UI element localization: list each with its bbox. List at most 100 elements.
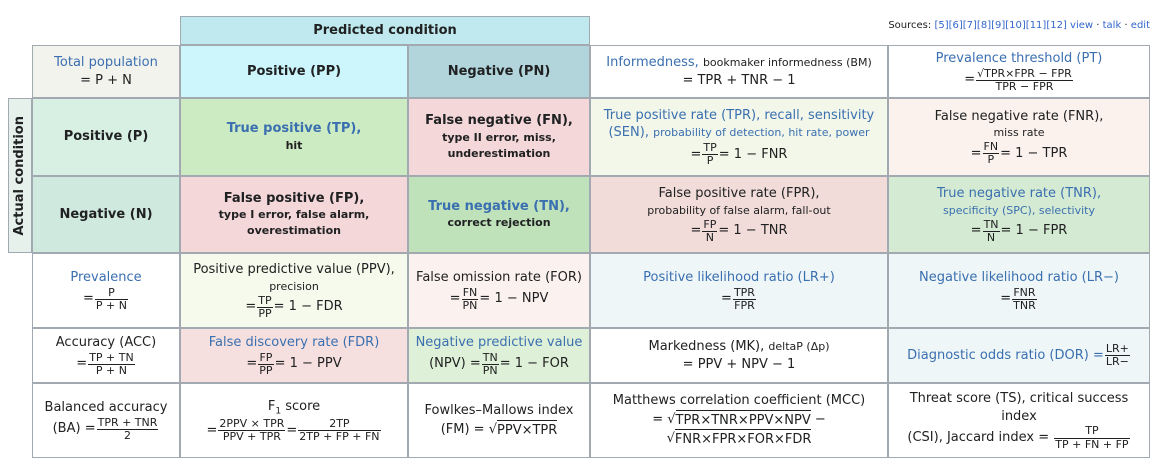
fpr-cell: False positive rate (FPR), probability o…	[590, 176, 888, 253]
actual-negative-cell: Negative (N)	[32, 176, 180, 253]
fpr-fraction: FP N	[702, 217, 718, 244]
tnr-rhs: = 1 − FPR	[1000, 223, 1068, 239]
balanced-accuracy-cell: Balanced accuracy (BA) = TPR + TNR 2	[32, 383, 180, 458]
prevalence-threshold-cell: Prevalence threshold (PT) = √TPR×FPR − F…	[888, 45, 1150, 98]
for-lhs: =	[449, 291, 461, 307]
total-population-title[interactable]: Total population	[54, 54, 158, 70]
true-negative-cell: True negative (TN), correct rejection	[408, 176, 590, 253]
tpr-sub: probability of detection, hit rate, powe…	[653, 126, 870, 140]
tpr-title2: (SEN),	[608, 125, 649, 141]
fnr-fraction: FN P	[982, 141, 1000, 166]
informedness-formula: = TPR + TNR − 1	[682, 72, 796, 88]
npv-fraction: TN PN	[481, 351, 499, 377]
dor-title[interactable]: Diagnostic odds ratio (DOR) =	[907, 347, 1104, 363]
false-positive-title[interactable]: False positive (FP),	[223, 190, 365, 206]
tpr-cell: True positive rate (TPR), recall, sensit…	[590, 98, 888, 176]
false-negative-title[interactable]: False negative (FN),	[425, 113, 573, 129]
view-link[interactable]: view	[1070, 20, 1094, 31]
mcc-l1-sqrt: √	[667, 411, 676, 427]
prevalence-num: P	[94, 286, 128, 300]
lr-positive-title[interactable]: Positive likelihood ratio (LR+)	[643, 270, 835, 286]
f1-title-f: F	[267, 399, 276, 415]
prevalence-title[interactable]: Prevalence	[70, 270, 142, 286]
mcc-cell: Matthews correlation coefficient (MCC) =…	[590, 383, 888, 458]
informedness-title[interactable]: Informedness,	[606, 54, 699, 70]
markedness-title[interactable]: Markedness (MK),	[648, 338, 765, 354]
true-positive-title[interactable]: True positive (TP),	[226, 121, 362, 137]
balanced-accuracy-title[interactable]: Balanced accuracy	[44, 400, 168, 416]
f1-title-end: score	[281, 399, 321, 415]
f1-title[interactable]: F1 score	[268, 398, 320, 418]
ppv-fraction: TP PP	[257, 293, 273, 320]
informedness-sub: bookmaker informedness (BM)	[702, 55, 872, 69]
acc-den: P + N	[95, 363, 127, 377]
talk-link[interactable]: talk	[1102, 20, 1122, 31]
edit-link[interactable]: edit	[1130, 20, 1150, 31]
predicted-negative-cell: Negative (PN)	[408, 45, 590, 98]
f1-lhs: =	[206, 422, 218, 438]
ts-den: TP + FN + FP	[1055, 437, 1129, 451]
fpr-num: FP	[702, 217, 718, 232]
ts-pre: (CSI), Jaccard index =	[907, 430, 1050, 446]
fnr-lhs: =	[970, 145, 982, 161]
mcc-l2-radicand: FNR×FPR×FOR×FDR	[674, 429, 812, 449]
for-title[interactable]: False omission rate (FOR)	[416, 270, 582, 286]
lr-negative-title[interactable]: Negative likelihood ratio (LR−)	[919, 270, 1119, 286]
pt-denominator: TPR − FPR	[995, 79, 1054, 93]
fpr-title[interactable]: False positive rate (FPR),	[658, 186, 820, 202]
true-positive-sub: hit	[285, 138, 303, 152]
dor-num: LR+	[1104, 341, 1130, 356]
mcc-l1-pre: =	[652, 411, 664, 427]
fnr-rhs: = 1 − TPR	[1000, 145, 1068, 161]
npv-title[interactable]: Negative predictive value	[415, 335, 583, 351]
fm-pre: (FM) =	[440, 421, 485, 437]
ppv-num: TP	[257, 293, 273, 308]
mcc-title[interactable]: Matthews correlation coefficient (MCC)	[612, 393, 866, 409]
fdr-den: PP	[259, 363, 273, 377]
ppv-sub: precision	[269, 279, 319, 293]
lrp-num: TPR	[732, 285, 756, 300]
for-den: PN	[462, 298, 478, 312]
ppv-rhs: = 1 − FDR	[273, 299, 343, 315]
ppv-title[interactable]: Positive predictive value (PPV),	[193, 262, 395, 278]
sources-label: Sources:	[888, 20, 932, 31]
prevalence-lhs: =	[83, 291, 94, 307]
threat-score-title[interactable]: Threat score (TS), critical success inde…	[909, 391, 1129, 424]
informedness-cell: Informedness, bookmaker informedness (BM…	[590, 45, 888, 98]
actual-condition-header: Actual condition	[8, 98, 32, 253]
fdr-fraction: FP PP	[258, 351, 274, 377]
ba-den: 2	[123, 428, 131, 442]
npv-pre: (NPV) =	[429, 356, 481, 372]
lrn-fraction: FNR TNR	[1012, 285, 1037, 312]
tpr-title[interactable]: True positive rate (TPR), recall, sensit…	[603, 107, 875, 123]
fdr-title[interactable]: False discovery rate (FDR)	[208, 335, 380, 351]
acc-num: TP + TN	[88, 350, 135, 365]
fnr-title[interactable]: False negative rate (FNR),	[934, 108, 1104, 124]
mcc-l1-radicand: TPR×TNR×PPV×NPV	[675, 409, 811, 430]
true-negative-title[interactable]: True negative (TN),	[428, 198, 570, 214]
tpr-rhs: = 1 − FNR	[718, 146, 788, 162]
lrn-lhs: =	[1000, 291, 1012, 307]
tnr-lhs: =	[970, 223, 982, 239]
tpr-num: TP	[702, 140, 718, 156]
ppv-den: PP	[258, 306, 272, 320]
f1-num: 2PPV × TPR	[218, 416, 286, 431]
false-negative-cell: False negative (FN), type II error, miss…	[408, 98, 590, 176]
npv-cell: Negative predictive value (NPV) = TN PN =…	[408, 328, 590, 383]
threat-score-cell: Threat score (TS), critical success inde…	[888, 383, 1150, 458]
fdr-lhs: =	[246, 356, 258, 372]
sources-refs-link[interactable]: [5][6][7][8][9][10][11][12]	[934, 20, 1067, 31]
tnr-title[interactable]: True negative rate (TNR),	[936, 186, 1102, 202]
ba-pre: (BA) =	[52, 421, 96, 437]
mcc-l1-post: −	[814, 411, 826, 427]
tnr-fraction: TN N	[982, 218, 1000, 244]
total-population-cell: Total population = P + N	[32, 45, 180, 98]
fowlkes-mallows-title[interactable]: Fowlkes–Mallows index	[424, 402, 574, 418]
fpr-den: N	[705, 230, 714, 244]
accuracy-title[interactable]: Accuracy (ACC)	[55, 335, 157, 351]
prevalence-threshold-title[interactable]: Prevalence threshold (PT)	[935, 51, 1103, 67]
lrn-num: FNR	[1012, 285, 1037, 300]
predicted-positive-label: Positive (PP)	[246, 63, 342, 79]
pt-fraction: √TPR×FPR − FPR TPR − FPR	[976, 67, 1073, 93]
